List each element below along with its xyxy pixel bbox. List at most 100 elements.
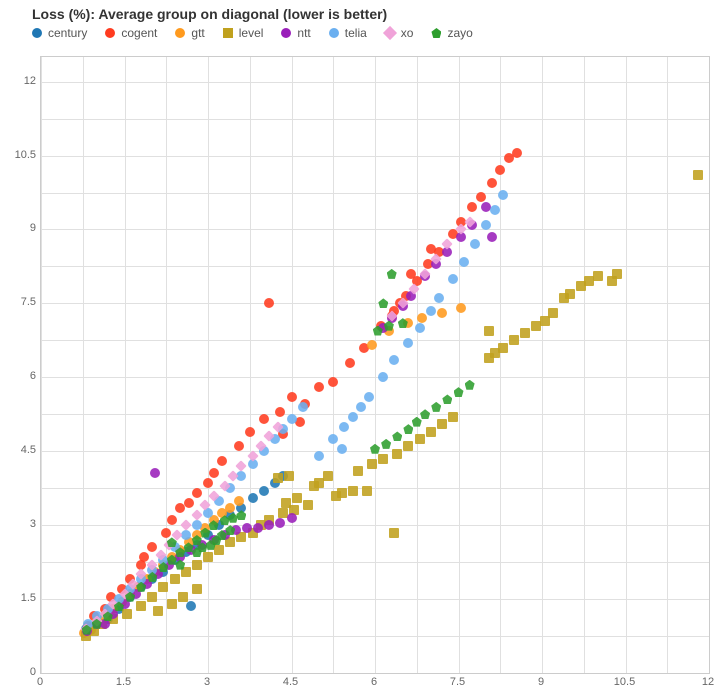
- data-point: [122, 609, 132, 619]
- data-point: [178, 592, 188, 602]
- legend-item-ntt[interactable]: ntt: [281, 26, 310, 40]
- data-point: [495, 165, 505, 175]
- data-point: [345, 358, 355, 368]
- data-point: [303, 500, 313, 510]
- data-point: [362, 486, 372, 496]
- data-point: [387, 269, 397, 279]
- data-point: [161, 528, 171, 538]
- data-point: [437, 308, 447, 318]
- legend-label: level: [239, 26, 264, 40]
- data-point: [170, 574, 180, 584]
- legend-label: gtt: [191, 26, 204, 40]
- data-point: [287, 392, 297, 402]
- data-point: [420, 409, 430, 419]
- data-point: [348, 412, 358, 422]
- legend-item-xo[interactable]: xo: [385, 26, 414, 40]
- legend-item-gtt[interactable]: gtt: [175, 26, 204, 40]
- data-point: [242, 523, 252, 533]
- data-point: [520, 328, 530, 338]
- data-point: [245, 427, 255, 437]
- data-point: [287, 414, 297, 424]
- data-point: [253, 523, 263, 533]
- x-tick-label: 7.5: [450, 676, 465, 688]
- legend-label: ntt: [297, 26, 310, 40]
- data-point: [259, 414, 269, 424]
- data-point: [389, 355, 399, 365]
- data-point: [426, 244, 436, 254]
- data-point: [612, 269, 622, 279]
- data-point: [454, 387, 464, 397]
- data-point: [498, 190, 508, 200]
- data-point: [298, 402, 308, 412]
- chart-title: Loss (%): Average group on diagonal (low…: [32, 6, 387, 22]
- data-point: [284, 471, 294, 481]
- data-point: [147, 542, 157, 552]
- data-point: [378, 372, 388, 382]
- legend-label: zayo: [447, 26, 472, 40]
- x-tick-label: 4.5: [283, 676, 298, 688]
- data-point: [512, 148, 522, 158]
- data-point: [378, 454, 388, 464]
- data-point: [275, 407, 285, 417]
- y-tick-label: 3: [6, 518, 36, 530]
- data-point: [150, 468, 160, 478]
- y-tick-label: 1.5: [6, 592, 36, 604]
- chart-legend: century cogent gtt level ntt telia xo zayo: [32, 26, 473, 40]
- data-point: [465, 380, 475, 390]
- x-tick-label: 10.5: [614, 676, 635, 688]
- data-point: [487, 178, 497, 188]
- data-point: [442, 394, 452, 404]
- data-point: [487, 232, 497, 242]
- data-point: [281, 498, 291, 508]
- data-point: [459, 257, 469, 267]
- data-point: [693, 170, 703, 180]
- y-tick-label: 12: [6, 75, 36, 87]
- data-point: [484, 326, 494, 336]
- y-tick-label: 7.5: [6, 296, 36, 308]
- data-point: [191, 510, 202, 521]
- data-point: [426, 306, 436, 316]
- data-point: [192, 584, 202, 594]
- legend-item-cogent[interactable]: cogent: [105, 26, 157, 40]
- data-point: [364, 392, 374, 402]
- data-point: [367, 340, 377, 350]
- data-point: [136, 601, 146, 611]
- data-point: [415, 434, 425, 444]
- data-point: [180, 519, 191, 530]
- plot-area: [40, 56, 710, 674]
- data-point: [192, 488, 202, 498]
- data-point: [337, 488, 347, 498]
- data-point: [403, 338, 413, 348]
- data-point: [392, 431, 402, 441]
- data-point: [158, 582, 168, 592]
- data-point: [565, 289, 575, 299]
- data-point: [225, 503, 235, 513]
- data-point: [370, 444, 380, 454]
- y-tick-label: 4.5: [6, 444, 36, 456]
- data-point: [431, 402, 441, 412]
- data-point: [353, 466, 363, 476]
- y-tick-label: 10.5: [6, 149, 36, 161]
- data-point: [203, 552, 213, 562]
- x-tick-label: 9: [538, 676, 544, 688]
- data-point: [248, 493, 258, 503]
- x-tick-label: 6: [371, 676, 377, 688]
- data-point: [264, 520, 274, 530]
- data-point: [192, 560, 202, 570]
- x-tick-label: 12: [702, 676, 714, 688]
- data-point: [417, 313, 427, 323]
- data-point: [593, 271, 603, 281]
- legend-item-level[interactable]: level: [223, 26, 264, 40]
- legend-label: cogent: [121, 26, 157, 40]
- legend-item-telia[interactable]: telia: [329, 26, 367, 40]
- data-point: [139, 552, 149, 562]
- legend-item-century[interactable]: century: [32, 26, 87, 40]
- data-point: [203, 478, 213, 488]
- data-point: [415, 323, 425, 333]
- data-point: [292, 493, 302, 503]
- x-tick-label: 3: [204, 676, 210, 688]
- legend-item-zayo[interactable]: zayo: [431, 26, 472, 40]
- data-point: [403, 424, 413, 434]
- data-point: [323, 471, 333, 481]
- y-tick-label: 9: [6, 222, 36, 234]
